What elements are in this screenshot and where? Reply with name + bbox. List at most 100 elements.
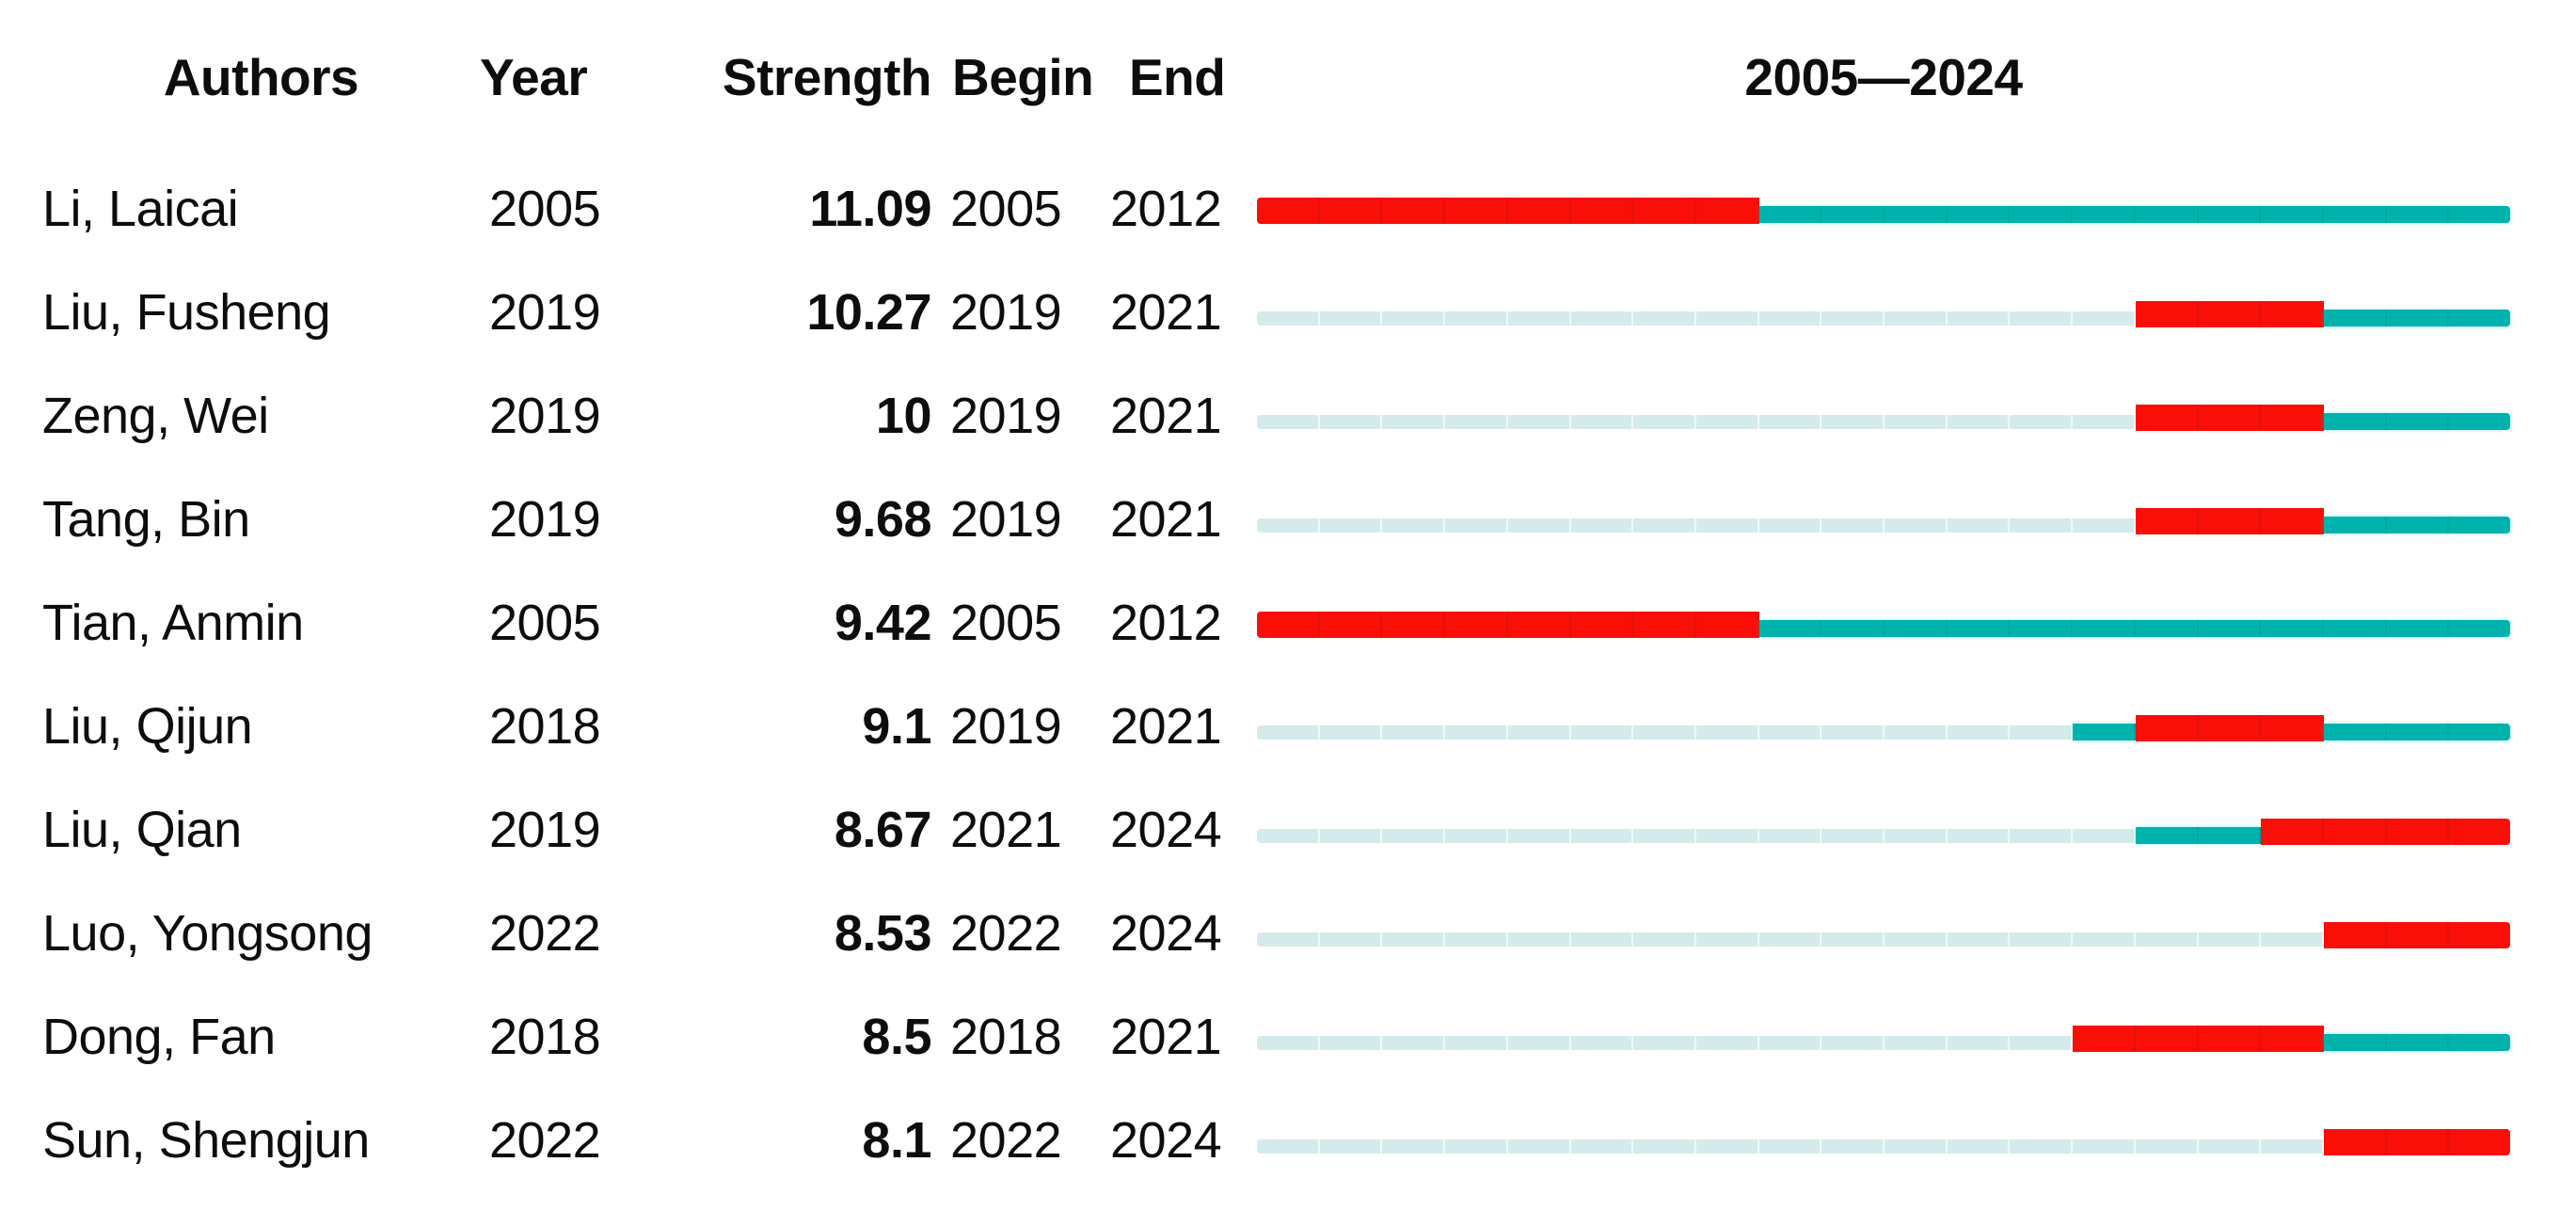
- year-cell: 2018: [489, 1009, 601, 1065]
- year-segment-2007: [1382, 725, 1446, 740]
- year-segment-2016: [1947, 206, 2011, 223]
- year-segment-2011: [1633, 518, 1696, 533]
- table-row: Liu, Qian 2019 8.67 2021 2024: [0, 778, 2576, 882]
- burst-timeline-bar: [1257, 778, 2511, 882]
- end-cell: 2021: [1110, 698, 1222, 755]
- year-segment-2007: [1382, 518, 1446, 533]
- year-segment-2019: [2135, 206, 2199, 223]
- year-segment-2010: [1570, 415, 1634, 429]
- year-segment-2021: [2261, 932, 2324, 947]
- author-cell: Liu, Qijun: [42, 698, 253, 755]
- year-segment-2016: [1947, 725, 2011, 740]
- begin-cell: 2022: [950, 1112, 1062, 1169]
- year-segment-2012: [1695, 1139, 1759, 1154]
- author-cell: Li, Laicai: [42, 181, 239, 237]
- year-segment-2019: [2135, 405, 2199, 431]
- year-segment-2014: [1821, 829, 1885, 843]
- strength-cell: 8.53: [834, 905, 932, 962]
- burst-timeline-bar: [1257, 364, 2511, 468]
- year-segment-2005: [1257, 932, 1320, 947]
- timeline-track: [1257, 1026, 2511, 1052]
- year-segment-2010: [1570, 829, 1634, 843]
- year-cell: 2019: [489, 491, 601, 548]
- year-segment-2009: [1507, 829, 1571, 843]
- year-segment-2014: [1821, 311, 1885, 326]
- end-cell: 2024: [1110, 802, 1222, 858]
- year-segment-2020: [2198, 301, 2262, 327]
- header-strength: Strength: [722, 48, 932, 106]
- year-segment-2011: [1633, 311, 1696, 326]
- year-segment-2023: [2386, 517, 2450, 533]
- year-segment-2024: [2449, 310, 2511, 326]
- year-segment-2023: [2386, 922, 2450, 948]
- year-segment-2023: [2386, 413, 2450, 430]
- year-segment-2018: [2073, 206, 2136, 223]
- year-segment-2005: [1257, 311, 1320, 326]
- year-segment-2021: [2261, 1026, 2324, 1052]
- year-segment-2024: [2449, 413, 2511, 430]
- year-segment-2024: [2449, 206, 2511, 223]
- header-begin: Begin: [952, 48, 1094, 106]
- strength-cell: 10.27: [806, 284, 931, 341]
- year-segment-2018: [2073, 932, 2136, 947]
- year-segment-2017: [2010, 829, 2074, 843]
- year-segment-2020: [2198, 508, 2262, 534]
- year-segment-2016: [1947, 829, 2011, 843]
- timeline-track: [1257, 612, 2511, 638]
- year-segment-2017: [2010, 206, 2074, 223]
- year-segment-2006: [1319, 415, 1383, 429]
- year-segment-2008: [1445, 198, 1508, 224]
- year-segment-2008: [1445, 518, 1508, 533]
- year-segment-2020: [2198, 1026, 2262, 1052]
- year-segment-2010: [1570, 198, 1634, 224]
- year-segment-2005: [1257, 518, 1320, 533]
- author-cell: Liu, Qian: [42, 802, 242, 858]
- year-segment-2011: [1633, 415, 1696, 429]
- burst-timeline-bar: [1257, 571, 2511, 675]
- year-segment-2015: [1884, 725, 1948, 740]
- year-segment-2015: [1884, 518, 1948, 533]
- year-segment-2020: [2198, 827, 2262, 844]
- year-segment-2018: [2073, 829, 2136, 843]
- year-segment-2024: [2449, 1129, 2511, 1155]
- year-segment-2023: [2386, 1034, 2450, 1051]
- year-segment-2007: [1382, 612, 1446, 638]
- year-segment-2016: [1947, 1139, 2011, 1154]
- year-cell: 2019: [489, 388, 601, 444]
- year-segment-2019: [2135, 301, 2199, 327]
- year-segment-2010: [1570, 932, 1634, 947]
- year-segment-2009: [1507, 932, 1571, 947]
- end-cell: 2021: [1110, 1009, 1222, 1065]
- year-segment-2006: [1319, 829, 1383, 843]
- year-segment-2010: [1570, 518, 1634, 533]
- year-segment-2007: [1382, 198, 1446, 224]
- year-segment-2008: [1445, 725, 1508, 740]
- year-segment-2017: [2010, 518, 2074, 533]
- end-cell: 2021: [1110, 284, 1222, 341]
- year-segment-2011: [1633, 829, 1696, 843]
- year-segment-2007: [1382, 829, 1446, 843]
- year-segment-2022: [2323, 819, 2387, 845]
- year-segment-2012: [1695, 1036, 1759, 1050]
- year-segment-2006: [1319, 725, 1383, 740]
- year-segment-2019: [2135, 1139, 2199, 1154]
- year-segment-2013: [1758, 725, 1822, 740]
- year-segment-2009: [1507, 612, 1571, 638]
- year-segment-2006: [1319, 1139, 1383, 1154]
- year-segment-2016: [1947, 1036, 2011, 1050]
- header-end: End: [1129, 48, 1226, 106]
- year-segment-2008: [1445, 829, 1508, 843]
- year-segment-2023: [2386, 819, 2450, 845]
- year-segment-2018: [2073, 620, 2136, 637]
- strength-cell: 8.67: [834, 802, 932, 858]
- year-segment-2019: [2135, 1026, 2199, 1052]
- year-segment-2012: [1695, 932, 1759, 947]
- year-segment-2024: [2449, 724, 2511, 740]
- timeline-track: [1257, 301, 2511, 327]
- year-segment-2008: [1445, 311, 1508, 326]
- year-segment-2014: [1821, 932, 1885, 947]
- year-segment-2013: [1758, 311, 1822, 326]
- year-segment-2016: [1947, 932, 2011, 947]
- year-segment-2017: [2010, 311, 2074, 326]
